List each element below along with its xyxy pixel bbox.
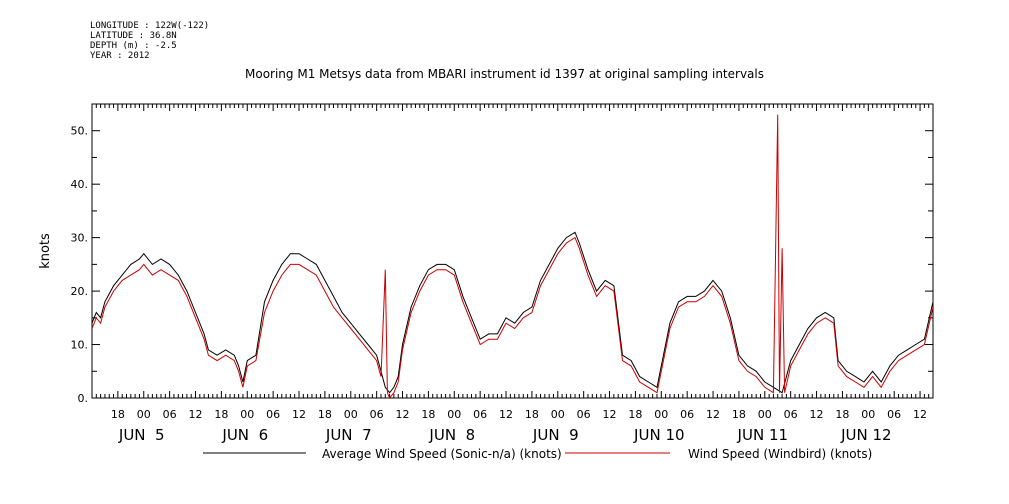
year-label: YEAR : 2012 bbox=[90, 51, 150, 61]
x-hour-label: 12 bbox=[189, 408, 203, 421]
y-tick-label: 40. bbox=[71, 178, 89, 191]
latitude-label: LATITUDE : 36.8N bbox=[90, 31, 177, 41]
legend-label-average-wind-speed: Average Wind Speed (Sonic-n/a) (knots) bbox=[322, 447, 562, 461]
x-hour-label: 18 bbox=[111, 408, 125, 421]
x-day-label: JUN 12 bbox=[840, 426, 891, 444]
y-tick-label: 10. bbox=[71, 339, 89, 352]
depth-label: DEPTH (m) : -2.5 bbox=[90, 41, 177, 51]
x-hour-label: 06 bbox=[266, 408, 280, 421]
x-hour-label: 18 bbox=[421, 408, 435, 421]
x-hour-label: 06 bbox=[680, 408, 694, 421]
x-hour-label: 12 bbox=[396, 408, 410, 421]
x-hour-label: 18 bbox=[732, 408, 746, 421]
plot-frame bbox=[91, 103, 934, 399]
x-hour-label: 12 bbox=[913, 408, 927, 421]
x-hour-label: 00 bbox=[758, 408, 772, 421]
x-hour-label: 12 bbox=[603, 408, 617, 421]
x-day-label: JUN 9 bbox=[532, 426, 579, 444]
series-line-windbird-wind-speed bbox=[92, 114, 933, 398]
x-hour-label: 06 bbox=[163, 408, 177, 421]
y-axis-label: knots bbox=[38, 233, 53, 269]
y-tick-label: 30. bbox=[71, 232, 89, 245]
x-hour-label: 00 bbox=[861, 408, 875, 421]
x-day-label: JUN 5 bbox=[118, 426, 165, 444]
x-hour-label: 00 bbox=[344, 408, 358, 421]
x-hour-label: 12 bbox=[292, 408, 306, 421]
x-hour-label: 18 bbox=[214, 408, 228, 421]
y-tick-label: 0. bbox=[78, 392, 89, 405]
x-hour-label: 06 bbox=[370, 408, 384, 421]
x-hour-label: 00 bbox=[551, 408, 565, 421]
x-hour-label: 06 bbox=[577, 408, 591, 421]
x-hour-label: 12 bbox=[706, 408, 720, 421]
chart-title: Mooring M1 Metsys data from MBARI instru… bbox=[245, 67, 764, 81]
x-hour-label: 18 bbox=[318, 408, 332, 421]
legend-label-windbird-wind-speed: Wind Speed (Windbird) (knots) bbox=[688, 447, 872, 461]
x-day-label: JUN 8 bbox=[428, 426, 475, 444]
x-hour-label: 06 bbox=[887, 408, 901, 421]
x-hour-label: 18 bbox=[525, 408, 539, 421]
x-day-label: JUN 10 bbox=[633, 426, 684, 444]
x-hour-label: 06 bbox=[473, 408, 487, 421]
x-hour-label: 00 bbox=[137, 408, 151, 421]
x-day-label: JUN 6 bbox=[221, 426, 268, 444]
metadata-block: LONGITUDE : 122W(-122) LATITUDE : 36.8N … bbox=[90, 21, 209, 61]
x-day-label: JUN 7 bbox=[325, 426, 372, 444]
x-hour-label: 18 bbox=[628, 408, 642, 421]
x-hour-label: 06 bbox=[784, 408, 798, 421]
y-tick-label: 20. bbox=[71, 285, 89, 298]
x-hour-label: 00 bbox=[240, 408, 254, 421]
x-hour-label: 12 bbox=[499, 408, 513, 421]
x-hour-label: 12 bbox=[810, 408, 824, 421]
series-line-average-wind-speed bbox=[92, 231, 933, 394]
x-hour-label: 18 bbox=[835, 408, 849, 421]
y-tick-label: 50. bbox=[71, 125, 89, 138]
x-hour-label: 00 bbox=[654, 408, 668, 421]
x-hour-label: 00 bbox=[447, 408, 461, 421]
longitude-label: LONGITUDE : 122W(-122) bbox=[90, 21, 210, 31]
x-day-label: JUN 11 bbox=[737, 426, 788, 444]
